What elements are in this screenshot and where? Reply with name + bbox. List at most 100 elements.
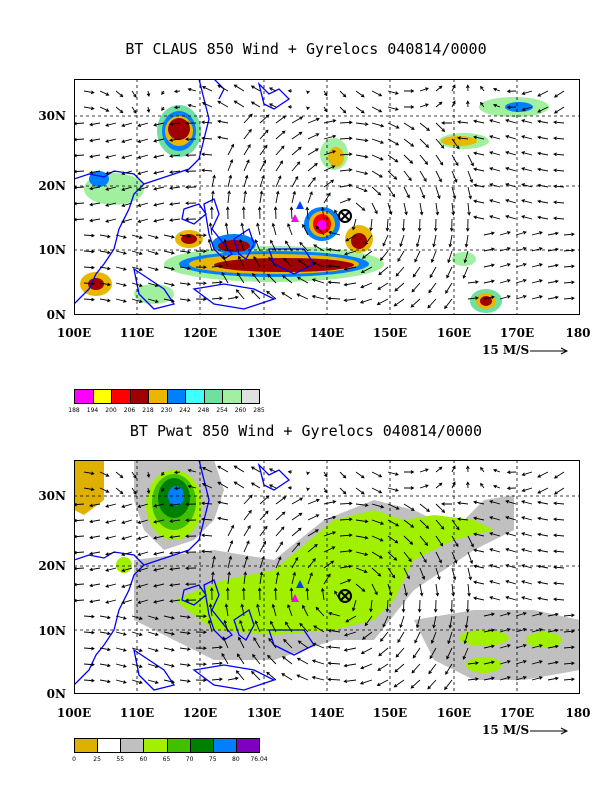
wind-arrow (201, 517, 213, 522)
colorbar-swatch (212, 738, 237, 753)
wind-arrow (515, 262, 527, 268)
wind-arrow (364, 615, 373, 627)
wind-arrow (419, 122, 430, 132)
wind-arrow (537, 167, 549, 172)
wind-arrow (163, 631, 175, 636)
wind-arrow (302, 223, 309, 236)
wind-arrow (217, 119, 229, 124)
wind-arrow (411, 282, 421, 293)
wind-arrow (457, 501, 469, 505)
wind-arrow (221, 652, 229, 665)
colorbar-swatch (148, 389, 168, 404)
wind-arrow (417, 599, 422, 613)
wind-arrow (371, 186, 382, 196)
wind-arrow (243, 144, 251, 156)
wind-arrow (343, 298, 357, 303)
wind-arrow (419, 103, 429, 108)
wind-arrow (240, 603, 245, 617)
colorbar-tick-label: 242 (179, 407, 191, 414)
wind-arrow (275, 130, 286, 140)
wind-arrow (521, 487, 533, 493)
wind-arrow (137, 154, 149, 159)
wind-arrow (364, 234, 373, 246)
wind-arrow (419, 535, 429, 546)
wind-arrow (435, 101, 443, 108)
wind-arrow (187, 87, 197, 92)
gyre-center-marker (338, 209, 352, 223)
wind-arrow (446, 647, 453, 660)
wind-arrow (473, 199, 485, 204)
colorbar-tick-label: 55 (116, 756, 125, 763)
wind-arrow (211, 571, 215, 585)
wind-arrow (161, 106, 165, 112)
wind-arrow (553, 533, 565, 538)
wind-arrow (250, 466, 261, 473)
wind-arrow (259, 159, 267, 172)
wind-arrow (259, 129, 269, 140)
wind-arrow (281, 275, 293, 284)
wind-arrow (267, 654, 277, 665)
wind-arrow (435, 186, 441, 200)
wind-arrow (415, 615, 421, 629)
wind-arrow (521, 500, 533, 505)
wind-arrow (211, 280, 223, 285)
wind-arrow (83, 678, 95, 683)
colorbar-tick-label: 200 (105, 407, 117, 414)
wind-arrow (281, 673, 293, 681)
wind-arrow (537, 135, 549, 140)
wind-arrow (74, 518, 85, 523)
wind-arrow (343, 663, 357, 668)
wind-arrow (427, 298, 437, 309)
wind-arrow (235, 289, 245, 300)
wind-arrow (195, 630, 207, 635)
wind-arrow (306, 487, 310, 492)
wind-arrow (521, 119, 533, 124)
wind-arrow (201, 168, 213, 173)
wind-arrow (441, 502, 453, 506)
wind-arrow (195, 646, 207, 651)
wind-arrow (451, 100, 456, 108)
wind-arrow (451, 138, 460, 150)
wind-arrow (403, 138, 415, 147)
wind-arrow (161, 471, 165, 477)
wind-arrow (105, 535, 117, 540)
wind-arrow (185, 217, 197, 222)
wind-arrow (153, 170, 165, 175)
wind-arrow (371, 106, 383, 113)
wind-arrow (187, 103, 197, 108)
wind-arrow (410, 298, 421, 308)
wind-arrow (121, 138, 133, 144)
wind-arrow (115, 250, 127, 255)
wind-arrow (227, 295, 239, 300)
wind-arrow (537, 151, 549, 156)
colorbar-tick-label: 230 (160, 407, 173, 414)
wind-arrow (463, 631, 469, 645)
wind-arrow (492, 484, 501, 489)
wind-arrow (146, 90, 151, 98)
wind-arrow (465, 599, 470, 613)
wind-arrow (339, 564, 353, 569)
wind-arrow (131, 106, 137, 114)
wind-arrow (74, 534, 85, 539)
wind-arrow (105, 599, 117, 604)
wind-arrow (464, 234, 469, 248)
wind-arrow (89, 122, 101, 127)
wind-arrow (419, 202, 424, 216)
wind-arrow (179, 250, 191, 254)
wind-arrow (355, 202, 366, 211)
wind-arrow (419, 87, 429, 92)
wind-arrow (432, 234, 437, 248)
wind-arrow (361, 631, 373, 640)
wind-arrow (105, 202, 117, 207)
wind-arrow (563, 264, 575, 269)
wind-arrow (553, 487, 565, 495)
wind-arrow (435, 170, 442, 183)
wind-arrow (253, 637, 261, 649)
wind-arrow (179, 234, 191, 238)
wind-arrow (227, 190, 231, 204)
wind-arrow (489, 135, 501, 140)
wind-arrow (153, 519, 165, 524)
wind-arrow (115, 298, 127, 303)
panel2-ylabel-30n: 30N (38, 489, 66, 503)
colorbar-tick-label: 65 (162, 756, 171, 763)
